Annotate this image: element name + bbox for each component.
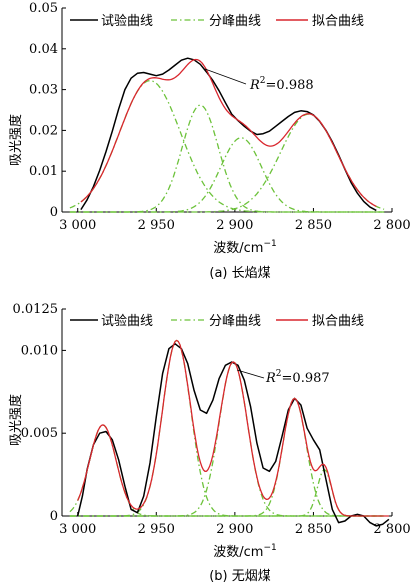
panel-a-caption: (a) 长焰煤 — [209, 266, 270, 281]
x-tick-label: 2 900 — [216, 218, 253, 233]
fitted-curve — [77, 339, 389, 517]
legend-component-label: 分峰曲线 — [209, 314, 261, 329]
panel-a-r2-annotation: R2=0.988 — [249, 76, 314, 93]
component-peak-3 — [69, 137, 385, 213]
panel-a-ylabel: 吸光强度 — [8, 114, 24, 166]
panel-b-caption: (b) 无烟煤 — [209, 569, 271, 584]
experimental-curve — [76, 343, 390, 527]
legend-fitted-label: 拟合曲线 — [312, 14, 364, 29]
y-tick-label: 0.04 — [29, 42, 58, 57]
y-tick-label: 0.005 — [21, 426, 58, 441]
y-tick-label: 0.010 — [21, 343, 58, 358]
y-tick-label: 0.01 — [29, 164, 58, 179]
panel-a-annotation-leader — [204, 68, 247, 85]
panel-a-ticks: 0 0.01 0.02 0.03 0.04 0.05 3 000 2 950 2 900 2 85… — [29, 1, 411, 233]
x-tick-label: 2 950 — [138, 218, 175, 233]
r2-power: 2 — [276, 369, 282, 379]
panel-b-axes — [61, 309, 392, 517]
panel-b-xlabel: 波数/cm−1 — [213, 543, 276, 560]
panel-b-ylabel: 吸光强度 — [8, 394, 24, 446]
x-tick-label: 3 000 — [59, 218, 96, 233]
x-tick-label: 2 800 — [373, 522, 410, 537]
y-tick-label: 0.0125 — [13, 302, 59, 317]
component-peak-4 — [69, 113, 385, 213]
r2-value: =0.988 — [266, 78, 314, 93]
x-tick-label: 2 850 — [295, 218, 332, 233]
y-tick-label: 0.05 — [29, 1, 58, 16]
fitted-curve — [80, 58, 377, 207]
panel-a-series — [69, 57, 385, 213]
x-tick-label: 2 900 — [216, 522, 253, 537]
component-peak-2 — [69, 104, 385, 213]
panel-b-series — [69, 339, 390, 527]
panel-b-legend: 试验曲线 分峰曲线 拟合曲线 — [70, 313, 364, 329]
y-tick-label: 0.03 — [29, 83, 58, 98]
panel-b-ticks: 0 0.005 0.010 0.0125 3 000 2 950 2 900 2 850 2 8… — [13, 302, 411, 537]
panel-b: 0 0.005 0.010 0.0125 3 000 2 950 2 900 2 850 2 8… — [8, 302, 411, 584]
component-peak-5 — [69, 468, 385, 517]
y-tick-label: 0 — [50, 205, 58, 220]
r2-value: =0.987 — [282, 371, 330, 386]
x-tick-label: 2 950 — [138, 522, 175, 537]
experimental-curve — [80, 57, 377, 212]
x-tick-label: 3 000 — [59, 522, 96, 537]
panel-b-annotation-leader — [236, 369, 265, 379]
panel-a-legend: 试验曲线 分峰曲线 拟合曲线 — [70, 13, 364, 29]
y-tick-label: 0.02 — [29, 123, 58, 138]
x-tick-label: 2 850 — [295, 522, 332, 537]
component-peak-1 — [69, 424, 385, 517]
component-peak-3 — [69, 361, 385, 517]
component-peak-1 — [69, 79, 385, 213]
panel-b-r2-annotation: R2=0.987 — [265, 369, 330, 386]
r2-symbol: R — [249, 78, 260, 93]
component-peak-2 — [69, 339, 385, 517]
y-tick-label: 0 — [50, 509, 58, 524]
panel-a: 0 0.01 0.02 0.03 0.04 0.05 3 000 2 950 2 900 2 85… — [8, 1, 411, 281]
panel-a-xlabel: 波数/cm−1 — [213, 239, 276, 256]
legend-experimental-label: 试验曲线 — [101, 13, 153, 29]
r2-power: 2 — [260, 76, 266, 86]
x-tick-label: 2 800 — [373, 218, 410, 233]
r2-symbol: R — [265, 371, 276, 386]
legend-fitted-label: 拟合曲线 — [312, 314, 364, 329]
legend-experimental-label: 试验曲线 — [101, 313, 153, 329]
legend-component-label: 分峰曲线 — [209, 14, 261, 29]
